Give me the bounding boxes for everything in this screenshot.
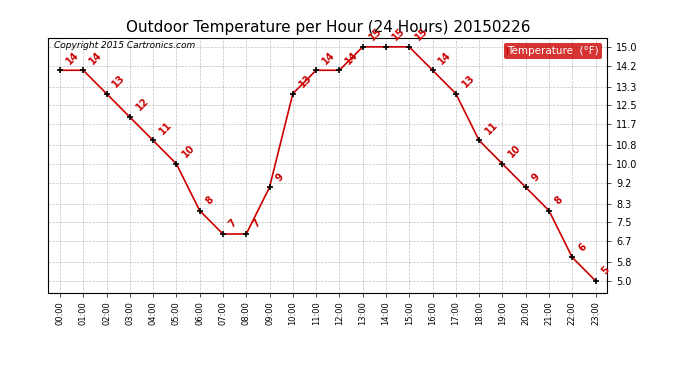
Text: 11: 11 xyxy=(483,120,500,136)
Text: 14: 14 xyxy=(88,50,104,66)
Text: 14: 14 xyxy=(64,50,81,66)
Text: 14: 14 xyxy=(320,50,337,66)
Text: 5: 5 xyxy=(600,265,611,277)
Text: 13: 13 xyxy=(460,73,477,90)
Text: 15: 15 xyxy=(390,26,406,43)
Text: 15: 15 xyxy=(413,26,430,43)
Text: 7: 7 xyxy=(227,218,239,230)
Text: 9: 9 xyxy=(274,171,286,183)
Text: 7: 7 xyxy=(250,218,262,230)
Text: 13: 13 xyxy=(110,73,127,90)
Text: 13: 13 xyxy=(297,73,313,90)
Text: Copyright 2015 Cartronics.com: Copyright 2015 Cartronics.com xyxy=(54,41,195,50)
Text: 9: 9 xyxy=(530,171,542,183)
Legend: Temperature  (°F): Temperature (°F) xyxy=(504,43,602,59)
Text: 6: 6 xyxy=(576,242,589,253)
Text: 14: 14 xyxy=(437,50,453,66)
Text: 10: 10 xyxy=(506,143,523,160)
Title: Outdoor Temperature per Hour (24 Hours) 20150226: Outdoor Temperature per Hour (24 Hours) … xyxy=(126,20,530,35)
Text: 10: 10 xyxy=(181,143,197,160)
Text: 11: 11 xyxy=(157,120,174,136)
Text: 8: 8 xyxy=(204,195,216,207)
Text: 12: 12 xyxy=(134,96,150,113)
Text: 14: 14 xyxy=(344,50,360,66)
Text: 15: 15 xyxy=(367,26,384,43)
Text: 8: 8 xyxy=(553,195,565,207)
